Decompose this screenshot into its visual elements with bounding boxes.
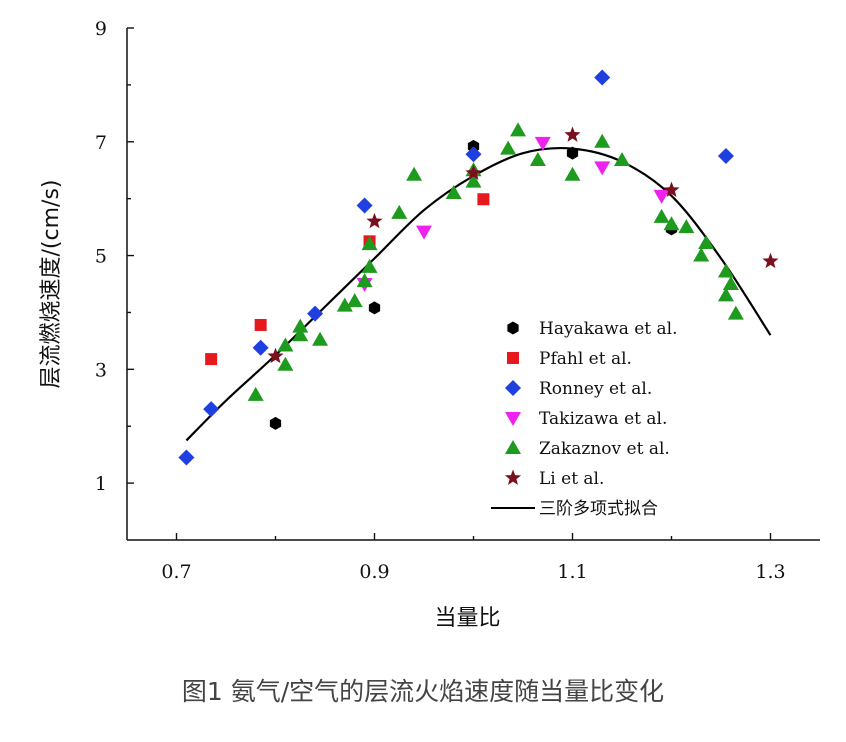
diamond-marker: [178, 449, 195, 466]
diamond-marker: [203, 401, 220, 418]
diamond-marker: [307, 305, 324, 322]
x-tick-label: 0.9: [359, 561, 389, 583]
triangle-up-marker: [727, 305, 744, 320]
legend-label: Takizawa et al.: [539, 409, 667, 429]
triangle-up-marker: [292, 318, 309, 333]
chart: 1 3 5 7 9 0.7 0.9 1.1 1.3 当量比 层流燃烧速度/(cm/s) Haya…: [39, 18, 820, 631]
star-marker: [762, 252, 779, 269]
x-tick-label: 0.7: [161, 561, 191, 583]
plot-area: 1 3 5 7 9 0.7 0.9 1.1 1.3: [95, 18, 820, 583]
triangle-up-marker: [663, 216, 680, 231]
legend-label: Hayakawa et al.: [539, 319, 678, 339]
triangle-up-marker: [346, 293, 363, 308]
star-marker: [267, 347, 284, 364]
triangle-up-marker: [247, 386, 264, 401]
triangle-up-marker: [594, 133, 611, 148]
legend: Hayakawa et al. Pfahl et al. Ronney et al.…: [491, 319, 678, 519]
triangle-down-marker: [534, 136, 551, 151]
legend-square-marker: [507, 352, 519, 364]
diamond-marker: [717, 148, 734, 164]
triangle-up-marker: [614, 151, 630, 166]
triangle-up-marker: [406, 166, 423, 181]
triangle-up-marker: [277, 337, 294, 352]
hexagon-marker: [368, 301, 381, 315]
triangle-up-marker: [361, 236, 378, 251]
triangle-down-marker: [653, 189, 670, 204]
triangle-up-marker: [717, 263, 734, 278]
triangle-up-marker: [445, 184, 462, 199]
triangle-up-marker: [717, 287, 734, 302]
y-tick-label: 3: [95, 359, 107, 381]
triangle-up-marker: [361, 258, 378, 273]
x-tick-label: 1.3: [755, 561, 785, 583]
triangle-up-marker: [653, 208, 670, 223]
triangle-up-marker: [277, 356, 294, 371]
triangle-up-marker: [529, 151, 546, 166]
x-tick-label: 1.1: [557, 561, 587, 583]
triangle-up-marker: [292, 327, 309, 342]
square-marker: [477, 193, 490, 206]
square-marker: [254, 318, 267, 331]
diamond-marker: [356, 197, 373, 214]
fit-curve: [185, 146, 772, 442]
y-tick-label: 5: [95, 246, 107, 268]
hexagon-marker: [566, 146, 579, 160]
triangle-up-marker: [722, 276, 739, 290]
legend-label: 三阶多项式拟合: [539, 499, 658, 519]
triangle-up-marker: [564, 166, 581, 181]
legend-hexagon-marker: [507, 321, 519, 335]
triangle-up-marker: [356, 273, 373, 288]
triangle-down-marker: [416, 225, 432, 240]
legend-diamond-marker: [505, 380, 521, 396]
y-tick-label: 1: [95, 473, 107, 495]
figure-caption: 图1 氨气/空气的层流火焰速度随当量比变化: [181, 677, 665, 706]
legend-triangle-down-marker: [505, 412, 521, 426]
star-marker: [465, 164, 482, 180]
hexagon-marker: [269, 416, 282, 430]
y-axis-title: 层流燃烧速度/(cm/s): [39, 180, 64, 389]
legend-label: Pfahl et al.: [539, 349, 632, 369]
legend-triangle-up-marker: [505, 440, 521, 454]
triangle-up-marker: [510, 122, 527, 137]
triangle-up-marker: [698, 235, 715, 250]
triangle-up-marker: [336, 297, 353, 312]
legend-star-marker: [504, 469, 522, 485]
legend-label: Ronney et al.: [539, 379, 652, 399]
axis-ticks: [127, 27, 772, 540]
y-tick-label: 7: [95, 132, 107, 154]
triangle-up-marker: [312, 331, 329, 346]
square-marker: [205, 353, 218, 366]
star-marker: [564, 126, 581, 142]
triangle-up-marker: [693, 247, 710, 262]
triangle-up-marker: [391, 204, 408, 219]
y-tick-label: 9: [95, 18, 107, 40]
x-axis-title: 当量比: [434, 606, 500, 631]
tick-labels: 1 3 5 7 9 0.7 0.9 1.1 1.3: [95, 18, 786, 583]
triangle-up-marker: [500, 140, 517, 155]
legend-label: Li et al.: [539, 469, 604, 489]
triangle-down-marker: [594, 161, 611, 176]
triangle-up-marker: [678, 219, 695, 234]
star-marker: [663, 181, 680, 198]
star-marker: [366, 212, 383, 229]
diamond-marker: [252, 339, 269, 356]
diamond-marker: [594, 69, 611, 86]
diamond-marker: [465, 146, 482, 163]
data-points: [178, 69, 779, 466]
triangle-up-marker: [465, 173, 482, 188]
legend-label: Zakaznov et al.: [539, 439, 670, 459]
